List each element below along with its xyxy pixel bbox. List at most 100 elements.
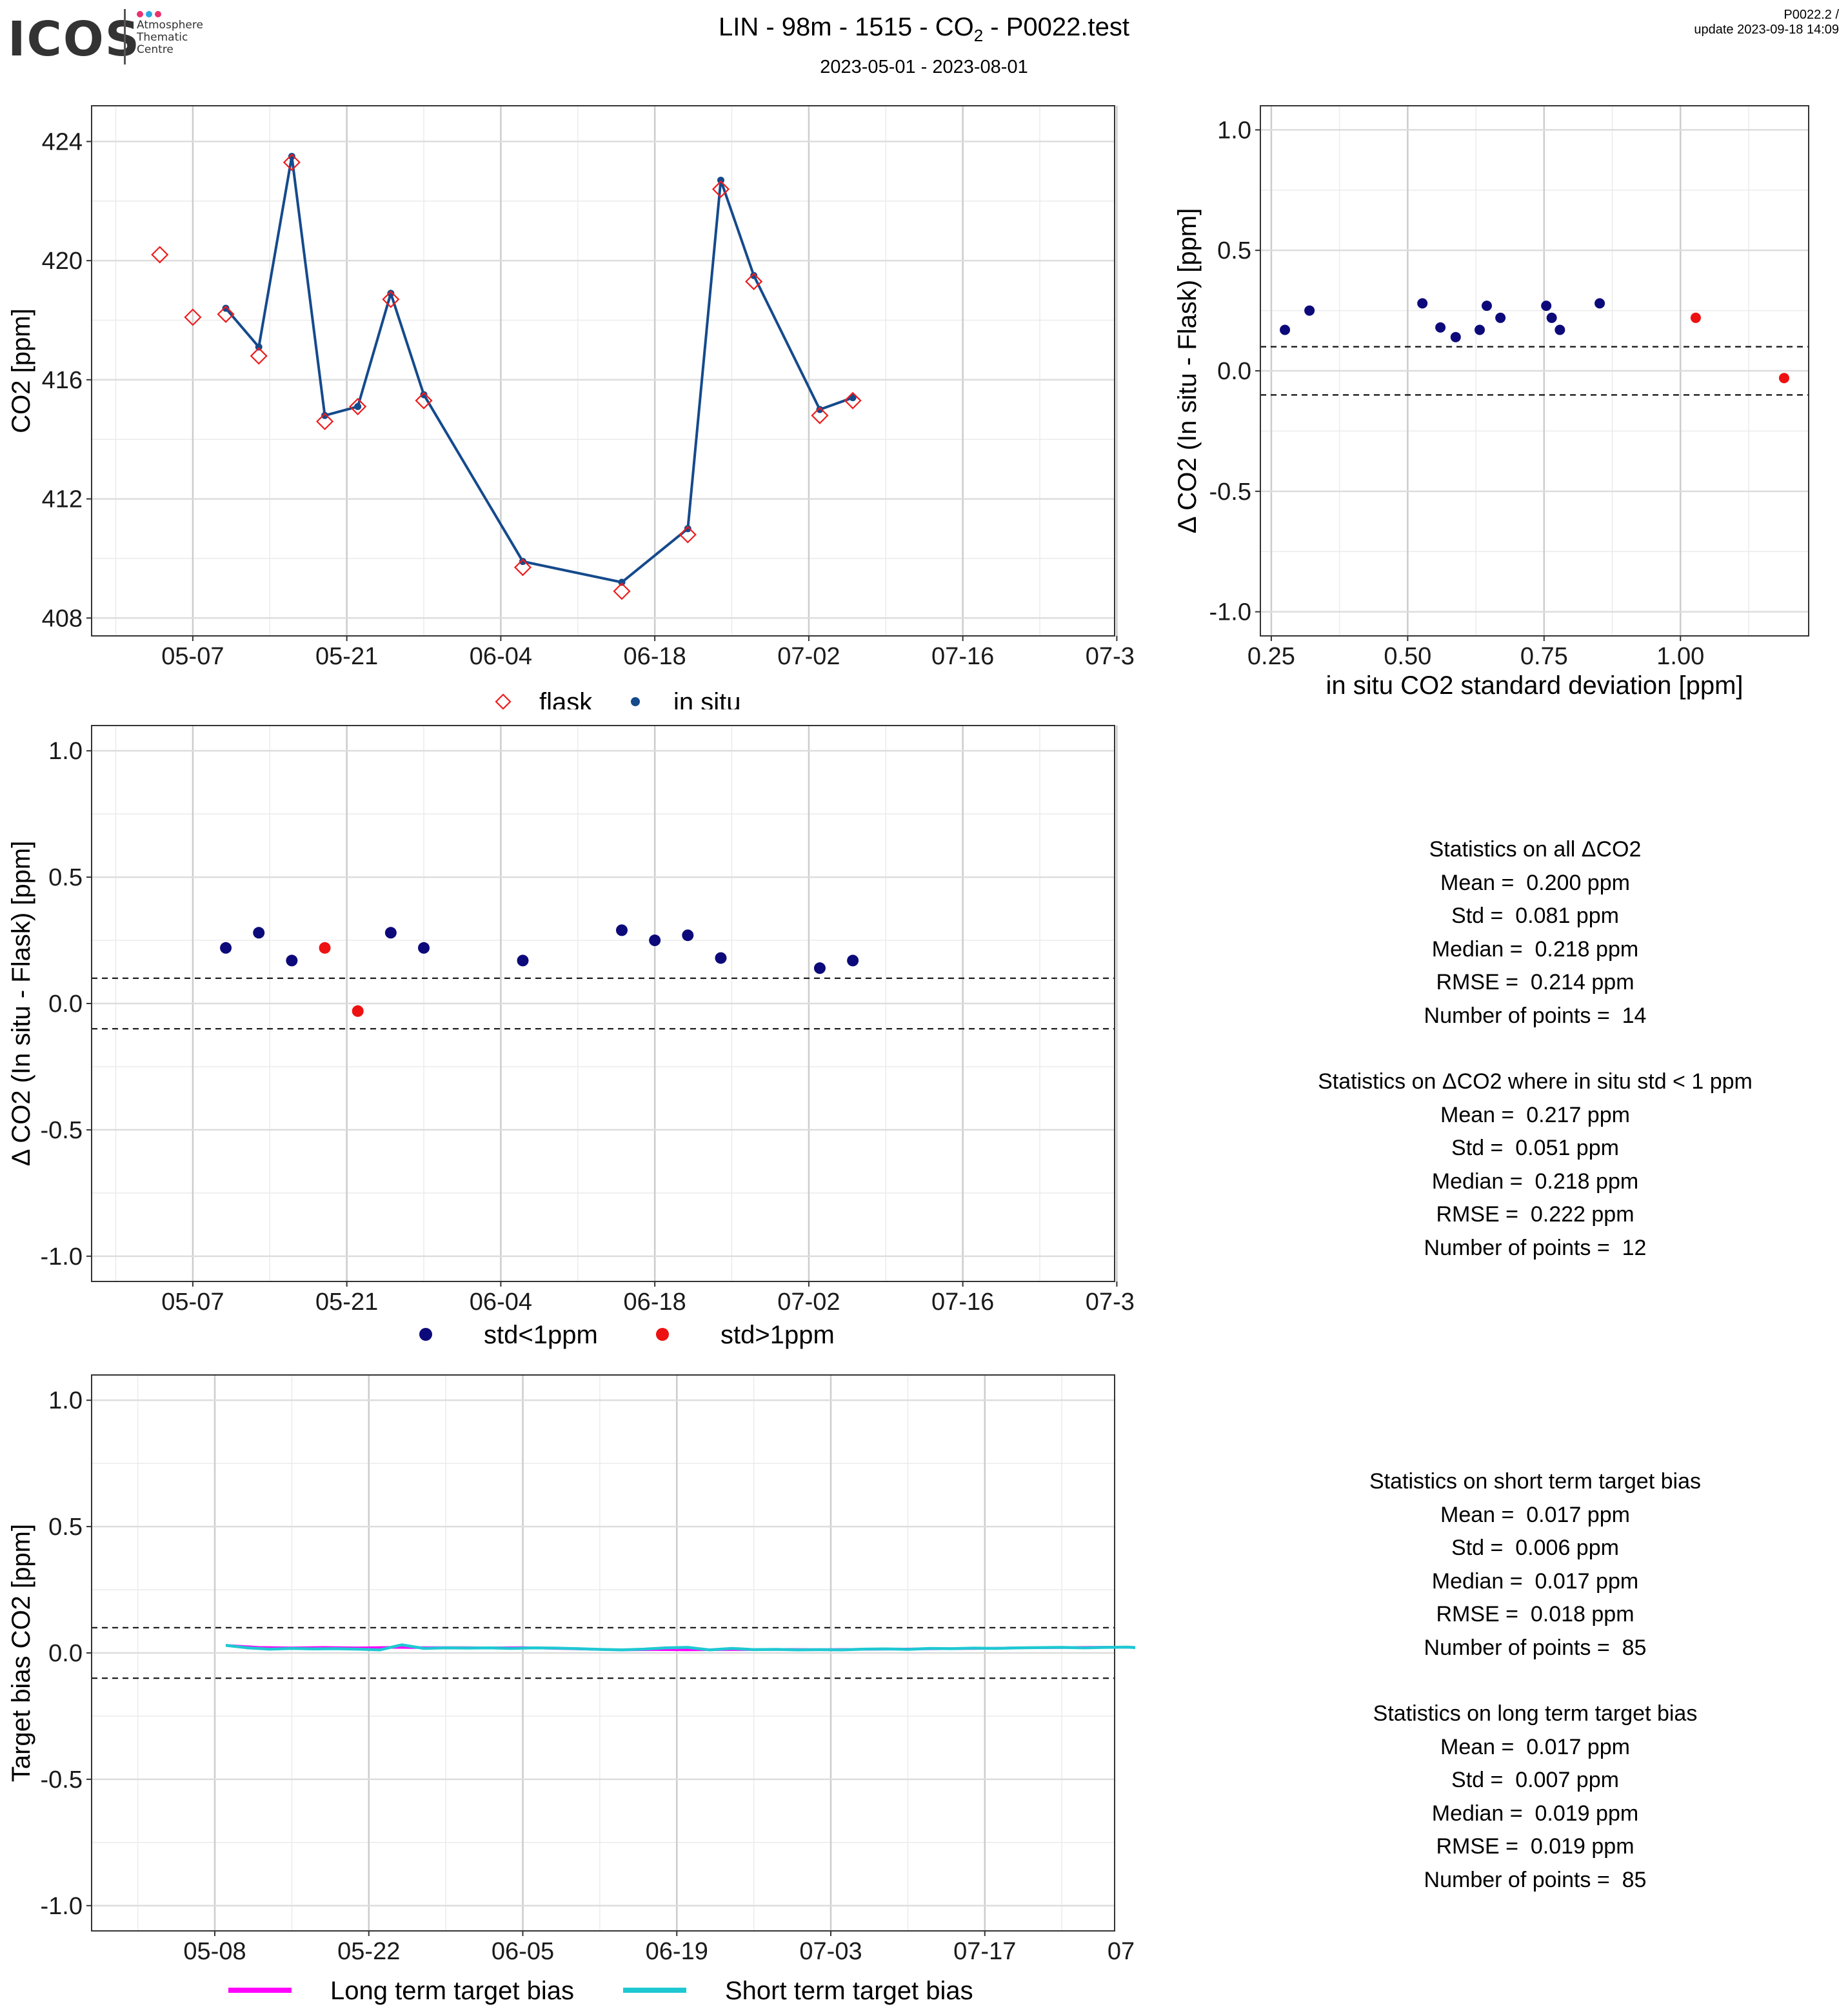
stats-line: Statistics on all ΔCO2 (1429, 837, 1642, 862)
legend-std-above-1-label: std>1ppm (720, 1321, 835, 1349)
y-tick-label: 0.5 (1217, 237, 1251, 264)
y-tick-label: 412 (42, 486, 83, 513)
stats-line: Median = 0.218 ppm (1431, 936, 1639, 962)
stats-line: RMSE = 0.019 ppm (1436, 1834, 1634, 1859)
plot-border (91, 105, 1115, 637)
x-tick-label: 06-18 (624, 1289, 686, 1316)
std-below-1-point (847, 954, 859, 967)
y-tick-label: 1.0 (48, 738, 83, 765)
y-tick-label: 1.0 (48, 1387, 83, 1414)
x-tick-label: 07-16 (931, 643, 994, 670)
flask-point (184, 308, 202, 326)
x-tick-label: 07-02 (777, 1289, 840, 1316)
legend-in-situ-marker (631, 697, 640, 706)
y-tick-label: -1.0 (41, 1893, 83, 1920)
in-situ-line (224, 156, 853, 584)
y-tick-label: -1.0 (1209, 599, 1251, 626)
x-tick-label: 06-19 (646, 1938, 708, 1965)
std-below-1-point (615, 924, 628, 936)
legend-flask-marker (495, 693, 512, 709)
x-axis-label: in situ CO2 standard deviation [ppm] (1326, 671, 1743, 700)
page-title: LIN - 98m - 1515 - CO2 - P0022.test (0, 13, 1848, 46)
std-below-1-point (649, 934, 661, 947)
in-situ-point (222, 304, 230, 312)
plot-area: 0.25 0.50 0.75 1.00 -1.0 -0.5 0.0 0.5 1.0 Δ CO2 (… (1173, 105, 1809, 670)
co2-timeseries-chart: 05-07 05-21 06-04 06-18 07-02 07-16 07-30 408 41… (7, 105, 1135, 709)
flask-point (349, 397, 367, 415)
std-below-1-point (286, 954, 298, 967)
in-situ-point (255, 343, 263, 351)
stats-spacer (1264, 1665, 1806, 1697)
in-situ-point (750, 272, 758, 279)
std-above-1-point (352, 1005, 364, 1017)
x-tick-label: 06-05 (492, 1938, 554, 1965)
plot-area: 05-07 05-21 06-04 06-18 07-02 07-16 07-30 -1.0 -… (7, 725, 1135, 1316)
stats-line: Std = 0.081 ppm (1451, 904, 1619, 928)
std-below-1-point (1555, 324, 1565, 335)
y-tick-label: -0.5 (41, 1117, 83, 1144)
flask-point (283, 153, 301, 172)
x-tick-label: 05-21 (315, 643, 378, 670)
legend-std-below-1-label: std<1ppm (484, 1321, 598, 1349)
std-below-1-point (1417, 298, 1428, 309)
stats-line: Statistics on long term target bias (1373, 1701, 1698, 1726)
stats-line: RMSE = 0.222 ppm (1436, 1202, 1634, 1227)
logo-divider (124, 9, 126, 64)
std-below-1-point (1304, 305, 1315, 316)
stats-spacer (1264, 1033, 1806, 1065)
in-situ-point (354, 402, 362, 410)
std-below-1-point (517, 954, 529, 967)
stats-line: Mean = 0.200 ppm (1440, 870, 1630, 895)
update-timestamp: update 2023-09-18 14:09 (1694, 23, 1839, 37)
legend-in-situ-label: in situ (673, 688, 741, 709)
legend-std-above-1-marker (656, 1328, 669, 1341)
std-below-1-point (1541, 301, 1552, 311)
x-tick-label: 0.50 (1384, 643, 1431, 670)
logo-dots-icon (137, 9, 164, 21)
y-tick-label: 420 (42, 248, 83, 275)
y-tick-label: 416 (42, 367, 83, 394)
flask-point (217, 305, 235, 323)
x-tick-label: 05-22 (337, 1938, 400, 1965)
in-situ-point (420, 391, 428, 399)
flask-point (415, 391, 433, 410)
short-term-bias-line (225, 1643, 1135, 1652)
stats-line: Number of points = 85 (1424, 1867, 1647, 1892)
std-below-1-point (1481, 301, 1492, 311)
in-situ-point (387, 290, 395, 297)
stats-line: Number of points = 14 (1424, 1003, 1647, 1028)
legend-std-below-1-marker (419, 1328, 432, 1341)
std-above-1-point (1690, 312, 1701, 323)
flask-point (513, 559, 532, 577)
x-tick-label: 06-18 (624, 643, 686, 670)
x-tick-label: 07-17 (953, 1938, 1016, 1965)
plot-border (91, 725, 1115, 1282)
x-tick-label: 05-07 (161, 1289, 224, 1316)
y-tick-label: 0.5 (48, 864, 83, 891)
in-situ-point (849, 394, 857, 402)
x-tick-label: 05-08 (183, 1938, 246, 1965)
std-above-1-point (1778, 373, 1789, 384)
std-below-1-point (1546, 312, 1557, 323)
stats-line: RMSE = 0.214 ppm (1436, 970, 1634, 994)
std-below-1-point (384, 927, 397, 939)
y-axis-label: Δ CO2 (In situ - Flask) [ppm] (7, 841, 35, 1167)
legend: std<1ppm std>1ppm (419, 1321, 835, 1349)
delta-timeseries-chart: 05-07 05-21 06-04 06-18 07-02 07-16 07-30 -1.0 -… (7, 725, 1135, 1349)
stats-line: Mean = 0.217 ppm (1440, 1102, 1630, 1127)
y-tick-label: -0.5 (1209, 479, 1251, 506)
y-tick-label: 0.0 (1217, 358, 1251, 385)
y-axis-label: Δ CO2 (In situ - Flask) [ppm] (1173, 208, 1202, 534)
version-info: P0022.2 / update 2023-09-18 14:09 (1694, 8, 1839, 37)
std-below-1-point (220, 942, 232, 954)
std-below-1-point (813, 962, 826, 974)
in-situ-point (684, 525, 691, 533)
x-tick-label: 06-04 (470, 1289, 532, 1316)
flask-point (711, 180, 730, 198)
date-range: 2023-05-01 - 2023-08-01 (820, 57, 1028, 77)
x-tick-label: 07-31 (1108, 1938, 1135, 1965)
flask-point (382, 290, 400, 308)
legend-flask-label: flask (539, 688, 593, 709)
version-number: P0022.2 / (1783, 8, 1839, 22)
